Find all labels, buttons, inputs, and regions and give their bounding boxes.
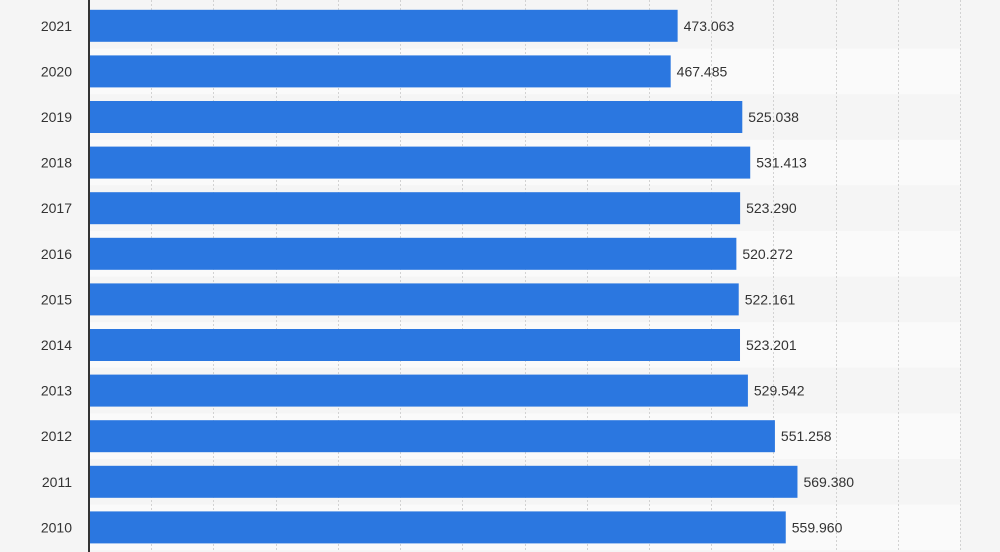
bar-2011 bbox=[89, 465, 798, 498]
bar-2018 bbox=[89, 146, 751, 179]
value-labels: 473.063 467.485 525.038 531.413 523.290 520.2… bbox=[677, 18, 855, 536]
value-label-2019: 525.038 bbox=[748, 109, 799, 125]
category-label-2010: 2010 bbox=[41, 519, 72, 535]
bar-2013 bbox=[89, 374, 748, 407]
category-label-2018: 2018 bbox=[41, 155, 72, 171]
category-label-2017: 2017 bbox=[41, 200, 72, 216]
bar-2021 bbox=[89, 9, 678, 42]
value-label-2011: 569.380 bbox=[803, 474, 854, 490]
category-label-2013: 2013 bbox=[41, 383, 72, 399]
value-label-2018: 531.413 bbox=[756, 155, 807, 171]
gridlines bbox=[151, 0, 961, 552]
value-label-2015: 522.161 bbox=[745, 291, 796, 307]
value-label-2012: 551.258 bbox=[781, 428, 832, 444]
bar-2019 bbox=[89, 101, 743, 133]
bar-2020 bbox=[89, 55, 671, 88]
value-label-2020: 467.485 bbox=[677, 63, 728, 79]
bar-2015 bbox=[89, 283, 739, 316]
category-label-2011: 2011 bbox=[42, 474, 72, 490]
category-label-2019: 2019 bbox=[41, 109, 72, 125]
value-label-2014: 523.201 bbox=[746, 337, 797, 353]
category-label-2021: 2021 bbox=[41, 18, 72, 34]
bar-2010 bbox=[89, 511, 786, 544]
value-label-2021: 473.063 bbox=[684, 18, 735, 34]
bar-2014 bbox=[89, 329, 741, 361]
bars bbox=[89, 9, 798, 544]
category-labels: 2021 2020 2019 2018 2017 2016 2015 2014 2013 2012… bbox=[41, 18, 72, 536]
value-label-2016: 520.272 bbox=[742, 246, 793, 262]
value-label-2013: 529.542 bbox=[754, 383, 805, 399]
bar-2017 bbox=[89, 192, 741, 225]
bar-2016 bbox=[89, 237, 737, 270]
category-label-2016: 2016 bbox=[41, 246, 72, 262]
bar-2012 bbox=[89, 420, 775, 453]
value-label-2017: 523.290 bbox=[746, 200, 797, 216]
category-label-2015: 2015 bbox=[41, 291, 72, 307]
category-label-2014: 2014 bbox=[41, 337, 72, 353]
category-label-2012: 2012 bbox=[41, 428, 72, 444]
category-label-2020: 2020 bbox=[41, 63, 72, 79]
value-label-2010: 559.960 bbox=[792, 519, 843, 535]
